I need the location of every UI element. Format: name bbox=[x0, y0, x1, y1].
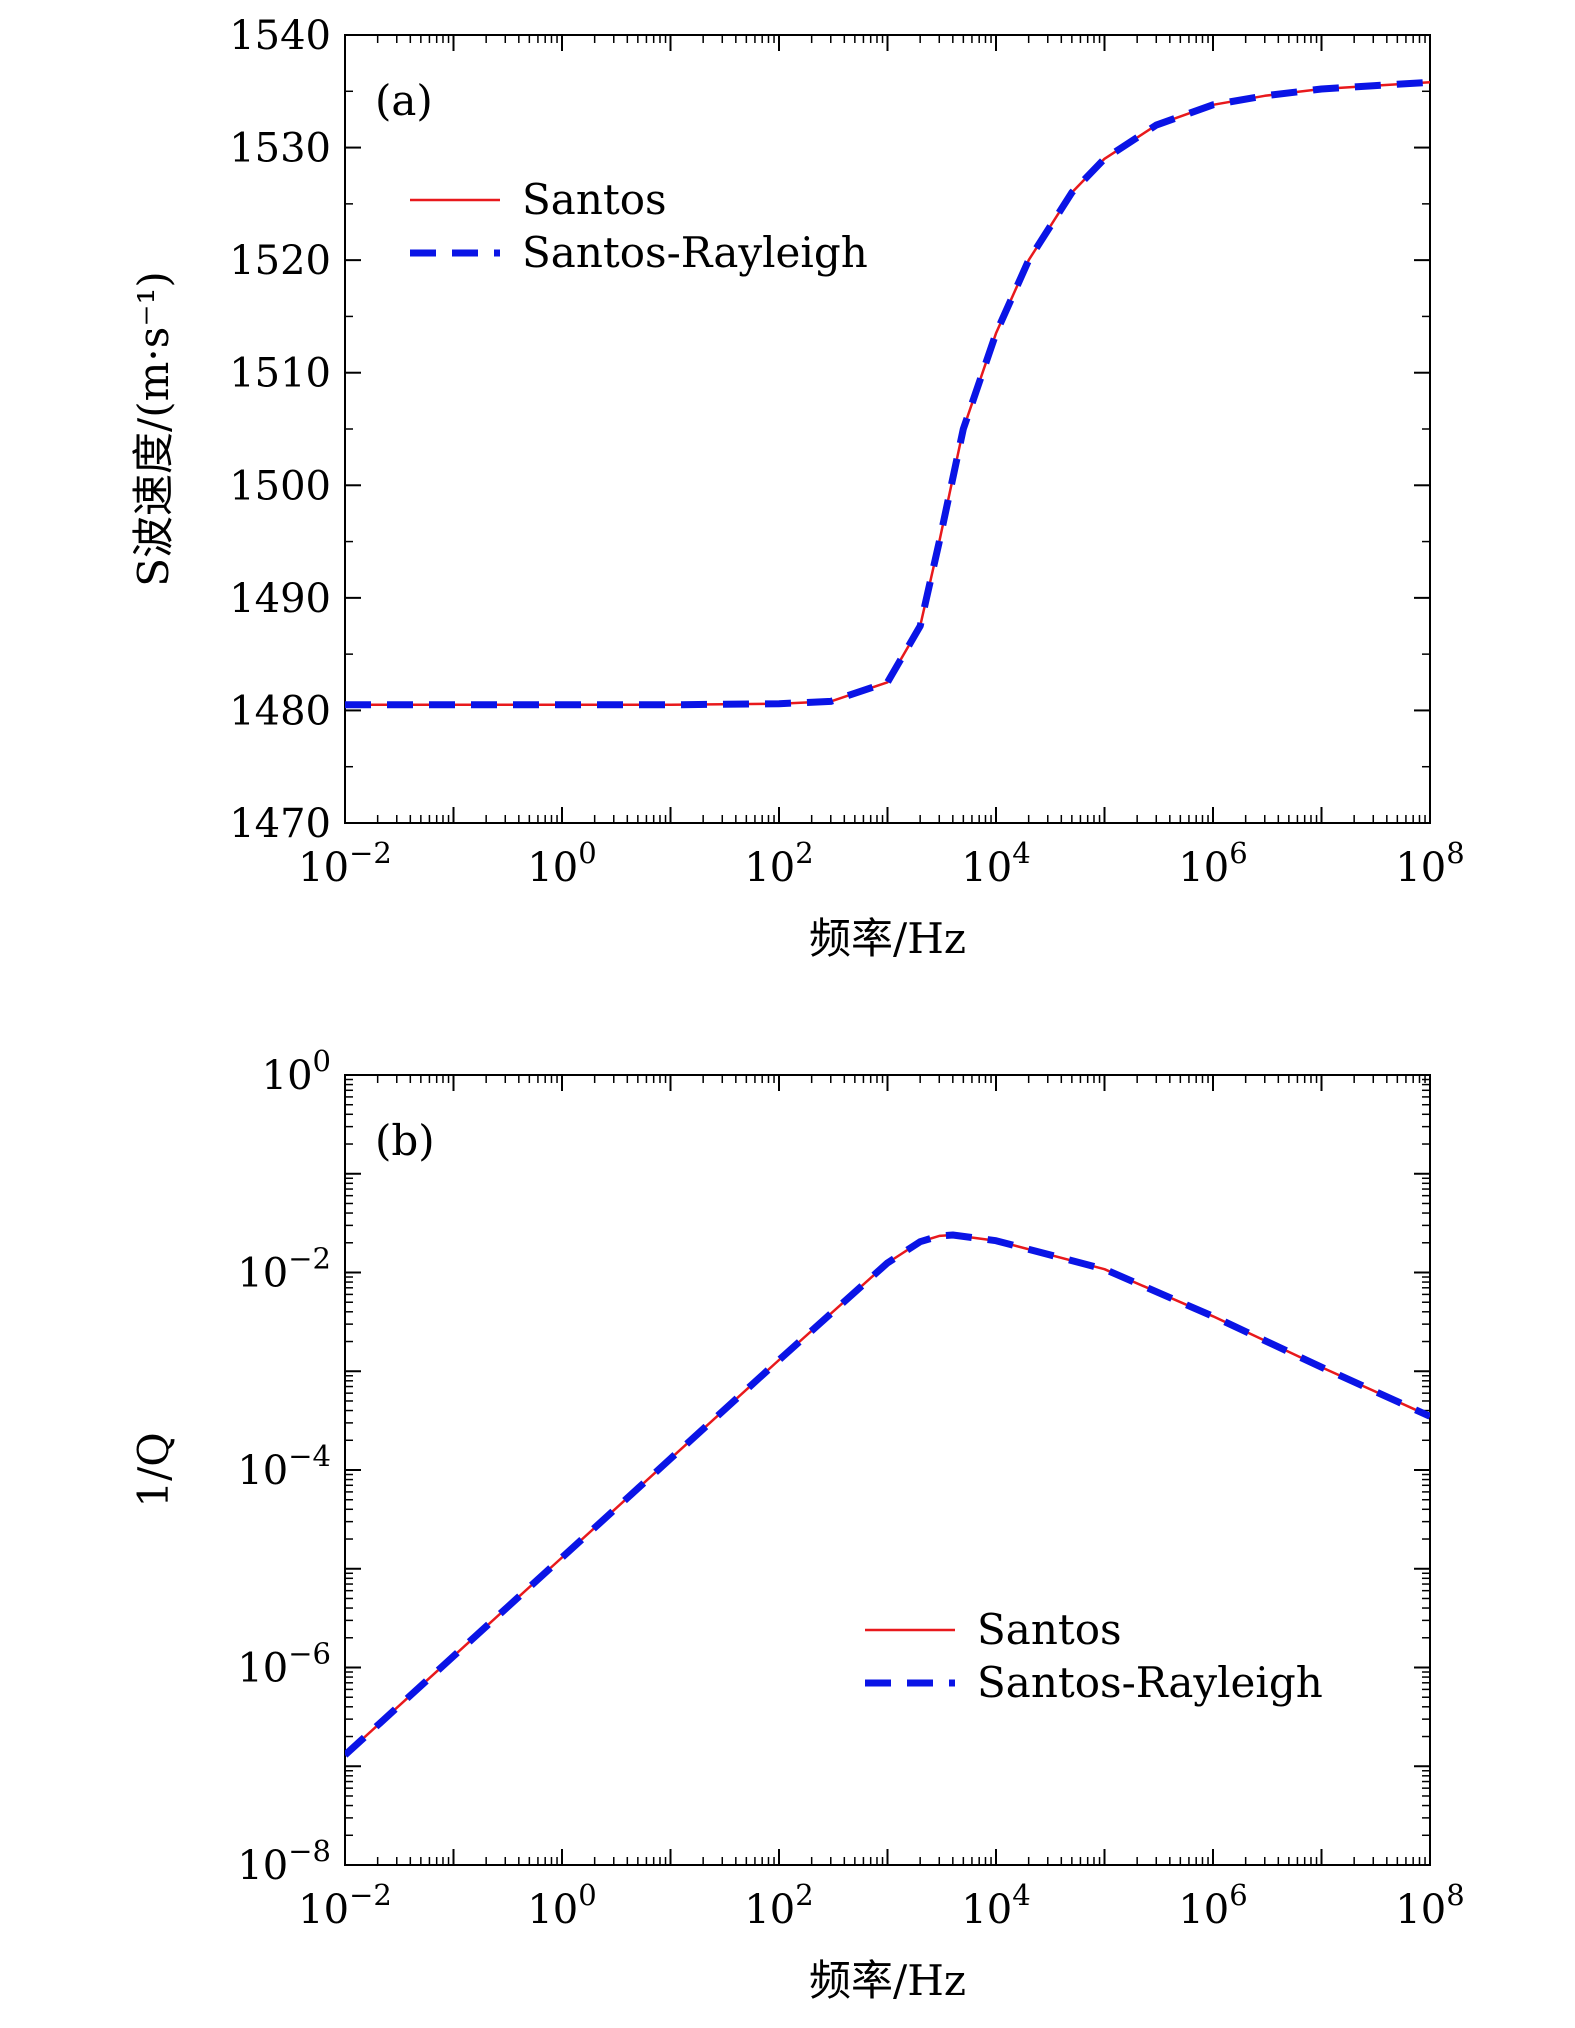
y-axis-label: 1/Q bbox=[129, 1432, 178, 1507]
x-tick-label-exponent: 0 bbox=[578, 1878, 596, 1912]
x-tick-label-base: 10 bbox=[1395, 845, 1446, 891]
y-axis-label: S波速度/(m·s⁻¹) bbox=[129, 271, 178, 586]
y-tick-label-exponent: −6 bbox=[288, 1637, 331, 1671]
y-tick-label-base: 10 bbox=[237, 1646, 288, 1692]
y-tick-label-exponent: 0 bbox=[313, 1044, 331, 1078]
panel-label: (a) bbox=[375, 76, 433, 125]
y-tick-label-base: 10 bbox=[237, 1448, 288, 1494]
x-tick-label-base: 10 bbox=[1178, 1887, 1229, 1933]
x-axis-label: 频率/Hz bbox=[809, 1956, 966, 2005]
legend-entry: Santos bbox=[977, 1605, 1122, 1654]
x-tick-label-base: 10 bbox=[1178, 845, 1229, 891]
x-tick-label: 102 bbox=[744, 1878, 813, 1933]
legend-entry: Santos bbox=[522, 175, 667, 224]
x-tick-label-exponent: −2 bbox=[349, 836, 392, 870]
y-tick-label-base: 10 bbox=[262, 1053, 313, 1099]
y-tick-label: 10−2 bbox=[237, 1242, 331, 1297]
x-tick-label-base: 10 bbox=[298, 1887, 349, 1933]
x-tick-label: 106 bbox=[1178, 1878, 1247, 1933]
x-tick-label: 10−2 bbox=[298, 1878, 392, 1933]
x-tick-label-exponent: 0 bbox=[578, 836, 596, 870]
y-tick-label: 1540 bbox=[229, 13, 331, 59]
x-tick-label: 100 bbox=[527, 836, 596, 891]
x-tick-label-base: 10 bbox=[527, 845, 578, 891]
x-tick-label-exponent: 6 bbox=[1229, 1878, 1247, 1912]
y-tick-label: 1530 bbox=[229, 126, 331, 172]
x-tick-label: 106 bbox=[1178, 836, 1247, 891]
x-tick-label: 104 bbox=[961, 1878, 1030, 1933]
y-tick-label: 100 bbox=[262, 1044, 331, 1099]
x-tick-label-base: 10 bbox=[1395, 1887, 1446, 1933]
series-line-santos-rayleigh bbox=[345, 78, 1430, 709]
x-tick-label-exponent: 4 bbox=[1012, 836, 1030, 870]
x-tick-label: 102 bbox=[744, 836, 813, 891]
x-tick-label-exponent: 2 bbox=[795, 1878, 813, 1912]
chart-panel-1: 10−2 100 102 104 106 108频率/Hz1470148014901500… bbox=[129, 13, 1465, 963]
y-tick-label: 1520 bbox=[229, 238, 331, 284]
x-tick-label-exponent: 6 bbox=[1229, 836, 1247, 870]
y-tick-label: 1510 bbox=[229, 351, 331, 397]
y-tick-label: 10−8 bbox=[237, 1834, 331, 1889]
x-tick-label: 108 bbox=[1395, 836, 1464, 891]
x-tick-label: 108 bbox=[1395, 1878, 1464, 1933]
panel-label: (b) bbox=[375, 1116, 435, 1165]
x-tick-label: 100 bbox=[527, 1878, 596, 1933]
x-tick-label-exponent: 2 bbox=[795, 836, 813, 870]
y-tick-label: 1490 bbox=[229, 576, 331, 622]
x-axis-label: 频率/Hz bbox=[809, 914, 966, 963]
legend-entry: Santos-Rayleigh bbox=[977, 1658, 1323, 1707]
y-tick-label-exponent: −4 bbox=[288, 1439, 331, 1473]
y-tick-label-exponent: −2 bbox=[288, 1242, 331, 1276]
series-line-santos bbox=[345, 81, 1430, 707]
legend-entry: Santos-Rayleigh bbox=[522, 228, 868, 277]
x-tick-label: 104 bbox=[961, 836, 1030, 891]
chart-panel-2: 10−2 100 102 104 106 108频率/Hz10−810−610−410−2… bbox=[129, 1044, 1465, 2005]
y-tick-label: 1470 bbox=[229, 801, 331, 847]
y-tick-label: 10−4 bbox=[237, 1439, 331, 1494]
x-tick-label: 10−2 bbox=[298, 836, 392, 891]
x-tick-label-base: 10 bbox=[527, 1887, 578, 1933]
x-tick-label-base: 10 bbox=[744, 1887, 795, 1933]
y-tick-label-base: 10 bbox=[237, 1843, 288, 1889]
y-tick-label-exponent: −8 bbox=[288, 1834, 331, 1868]
y-tick-label: 1480 bbox=[229, 688, 331, 734]
series-line-santos-rayleigh bbox=[345, 1231, 1430, 1758]
plot-frame bbox=[344, 1074, 1431, 1866]
x-tick-label-exponent: 8 bbox=[1446, 836, 1464, 870]
x-tick-label-exponent: 8 bbox=[1446, 1878, 1464, 1912]
y-tick-label-base: 10 bbox=[237, 1251, 288, 1297]
y-tick-label: 10−6 bbox=[237, 1637, 331, 1692]
x-tick-label-base: 10 bbox=[744, 845, 795, 891]
x-tick-label-exponent: 4 bbox=[1012, 1878, 1030, 1912]
y-tick-label: 1500 bbox=[229, 463, 331, 509]
x-tick-label-base: 10 bbox=[961, 1887, 1012, 1933]
x-tick-label-base: 10 bbox=[298, 845, 349, 891]
x-tick-label-base: 10 bbox=[961, 845, 1012, 891]
x-tick-label-exponent: −2 bbox=[349, 1878, 392, 1912]
